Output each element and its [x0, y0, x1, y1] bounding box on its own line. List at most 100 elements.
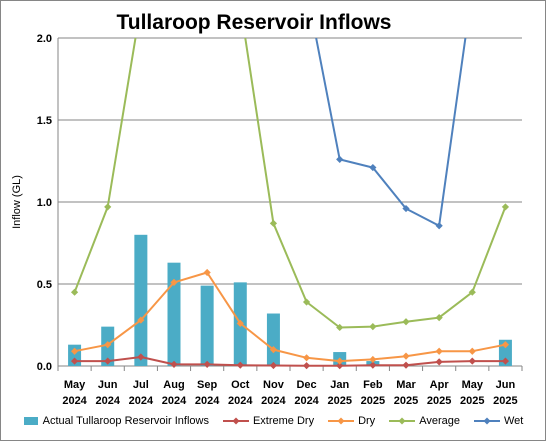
data-point	[104, 341, 112, 349]
series-line	[74, 271, 506, 363]
data-point	[435, 222, 443, 230]
legend-label: Actual Tullaroop Reservoir Inflows	[42, 415, 209, 427]
data-point	[70, 347, 79, 355]
x-tick-label-year: 2024	[195, 395, 220, 407]
data-point	[137, 353, 145, 361]
x-tick-label-year: 2024	[261, 395, 286, 407]
data-point	[435, 358, 443, 366]
data-point	[369, 361, 377, 369]
y-tick-label: 1.0	[37, 197, 52, 209]
legend-label: Average	[419, 415, 460, 427]
data-point	[501, 203, 510, 211]
x-tick-label-year: 2025	[493, 395, 517, 407]
data-point	[104, 357, 112, 365]
x-tick-label-year: 2025	[361, 395, 385, 407]
legend-bar-swatch	[23, 417, 38, 425]
legend-line-swatch	[222, 417, 249, 425]
y-tick-label: 0.5	[37, 279, 52, 291]
data-point	[468, 357, 476, 365]
data-point	[137, 316, 145, 324]
data-point	[70, 357, 79, 365]
x-tick-label-year: 2024	[95, 395, 120, 407]
data-point	[402, 352, 410, 360]
data-point	[336, 357, 344, 365]
data-point	[402, 318, 410, 326]
data-point	[170, 278, 178, 286]
data-point	[369, 163, 377, 172]
data-point	[369, 323, 377, 331]
bar	[134, 234, 148, 366]
data-point	[203, 268, 211, 277]
x-tick-label-month: May	[64, 379, 86, 391]
bar	[200, 285, 214, 366]
y-tick-label: 2.0	[37, 33, 52, 45]
legend-line-swatch	[389, 417, 416, 425]
data-point	[302, 298, 311, 306]
legend-item: Average	[389, 415, 460, 427]
legend-label: Wet	[503, 415, 524, 427]
data-point	[170, 360, 178, 368]
x-tick-label-month: Jun	[98, 379, 118, 391]
data-point	[269, 219, 278, 227]
data-point	[236, 319, 244, 327]
y-tick-label: 0.0	[37, 361, 52, 373]
chart-title: Tullaroop Reservoir Inflows	[116, 11, 392, 34]
x-tick-label-year: 2025	[394, 395, 418, 407]
x-tick-label-month: May	[462, 379, 484, 391]
x-tick-label-month: Dec	[296, 379, 316, 391]
bar	[167, 262, 181, 366]
legend-line-swatch	[473, 417, 500, 425]
y-tick-label: 1.5	[37, 115, 52, 127]
x-tick-label-year: 2025	[460, 395, 484, 407]
legend-item: Wet	[473, 415, 524, 427]
y-axis-label: Inflow (GL)	[11, 175, 23, 229]
data-point	[302, 362, 311, 370]
x-tick-label-year: 2024	[129, 395, 154, 407]
data-point	[269, 361, 278, 370]
x-tick-label-month: Oct	[231, 379, 250, 391]
data-point	[468, 288, 476, 296]
legend-item: Dry	[328, 415, 375, 427]
data-point	[435, 347, 443, 355]
legend-item: Actual Tullaroop Reservoir Inflows	[23, 415, 209, 427]
series-line	[74, 356, 506, 367]
chart-legend: Actual Tullaroop Reservoir Inflows Extrem…	[1, 415, 545, 427]
data-point	[468, 347, 476, 355]
x-tick-label-year: 2024	[62, 395, 87, 407]
data-point	[501, 341, 510, 349]
data-point	[501, 357, 510, 365]
legend-line-swatch	[328, 417, 355, 425]
series-line	[73, 38, 507, 329]
data-point	[104, 203, 112, 211]
x-tick-label-month: Feb	[363, 379, 383, 391]
data-point	[269, 346, 278, 354]
legend-item: Extreme Dry	[222, 415, 314, 427]
x-tick-label-month: Mar	[396, 379, 416, 391]
data-point	[336, 362, 344, 370]
data-point	[203, 360, 211, 368]
data-point	[336, 323, 344, 332]
data-point	[336, 155, 344, 163]
x-tick-label-year: 2024	[294, 395, 319, 407]
legend-label: Dry	[358, 415, 376, 427]
data-point	[236, 361, 244, 369]
data-point	[402, 204, 410, 213]
x-tick-label-month: Aug	[163, 379, 184, 391]
series-line	[315, 38, 467, 227]
x-tick-label-year: 2024	[228, 395, 253, 407]
x-tick-label-month: Apr	[430, 379, 450, 391]
data-point	[369, 355, 377, 364]
x-tick-label-month: Nov	[263, 379, 285, 391]
x-tick-label-month: Jan	[330, 379, 349, 391]
x-tick-label-year: 2025	[427, 395, 451, 407]
x-tick-label-year: 2025	[327, 395, 351, 407]
data-point	[402, 361, 410, 369]
data-point	[302, 354, 311, 362]
x-tick-label-year: 2024	[162, 395, 187, 407]
x-tick-label-month: Sep	[197, 379, 217, 391]
data-point	[70, 288, 79, 296]
x-tick-label-month: Jul	[133, 379, 149, 391]
data-point	[435, 314, 443, 322]
